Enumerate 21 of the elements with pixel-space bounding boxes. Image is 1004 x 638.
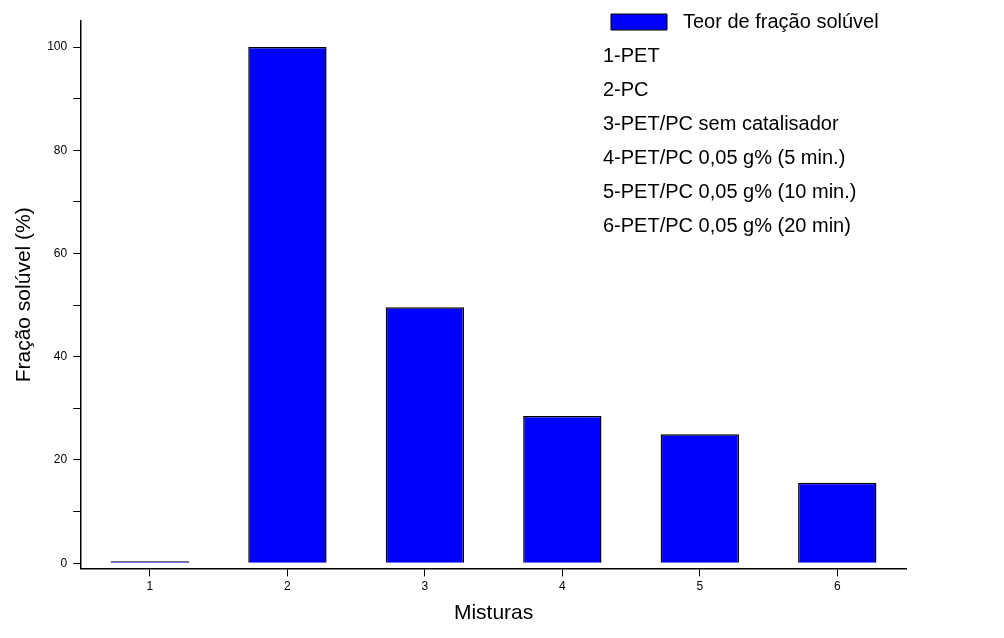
y-axis-title: Fração solúvel (%): [11, 207, 35, 383]
annotation: 6-PET/PC 0,05 g% (20 min): [603, 213, 851, 236]
x-tick-label: 2: [284, 578, 292, 593]
annotation: 1-PET: [603, 43, 660, 66]
x-axis-title: Misturas: [453, 600, 534, 624]
annotation: 4-PET/PC 0,05 g% (5 min.): [603, 145, 846, 168]
y-tick-label: 100: [47, 39, 68, 54]
annotation: 2-PC: [603, 77, 649, 100]
y-tick-label: 20: [53, 452, 68, 467]
annotation: 5-PET/PC 0,05 g% (10 min.): [603, 179, 857, 202]
x-tick-label: 6: [833, 578, 841, 593]
y-tick-label: 40: [53, 349, 68, 364]
y-tick-label: 0: [60, 555, 68, 570]
annotation: 3-PET/PC sem catalisador: [603, 111, 839, 134]
y-tick-label: 60: [53, 245, 68, 260]
x-tick-label: 1: [146, 578, 154, 593]
legend-label: Teor de fração solúvel: [683, 9, 879, 32]
y-tick-label: 80: [53, 142, 68, 157]
x-tick-label: 5: [696, 578, 704, 593]
x-tick-label: 3: [421, 578, 429, 593]
x-tick-label: 4: [559, 578, 566, 593]
